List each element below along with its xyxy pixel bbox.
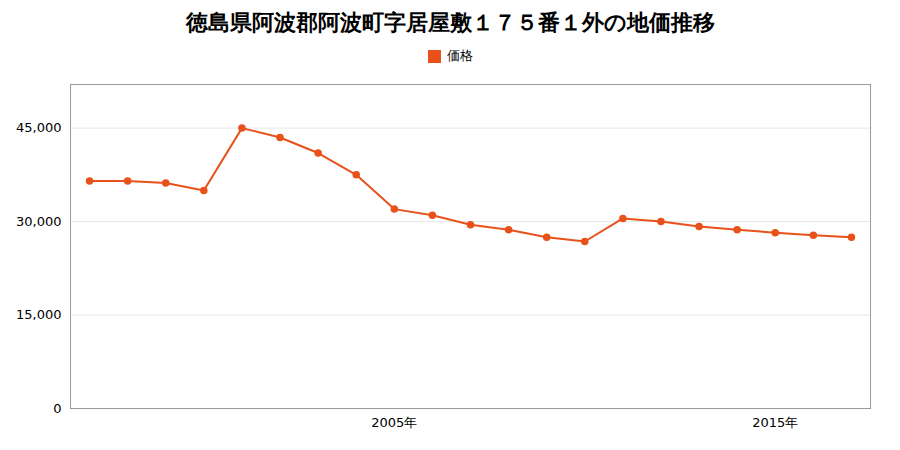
svg-text:0: 0 [53,401,61,416]
svg-text:30,000: 30,000 [16,214,62,229]
svg-text:15,000: 15,000 [16,307,62,322]
html-text:価格: 価格 [446,48,473,63]
svg-text:2005年: 2005年 [371,415,417,430]
svg-text:45,000: 45,000 [16,120,62,135]
svg-text:2015年: 2015年 [752,415,798,430]
html-text:徳島県阿波郡阿波町字居屋敷１７５番１外の地価推移: 徳島県阿波郡阿波町字居屋敷１７５番１外の地価推移 [185,10,715,35]
